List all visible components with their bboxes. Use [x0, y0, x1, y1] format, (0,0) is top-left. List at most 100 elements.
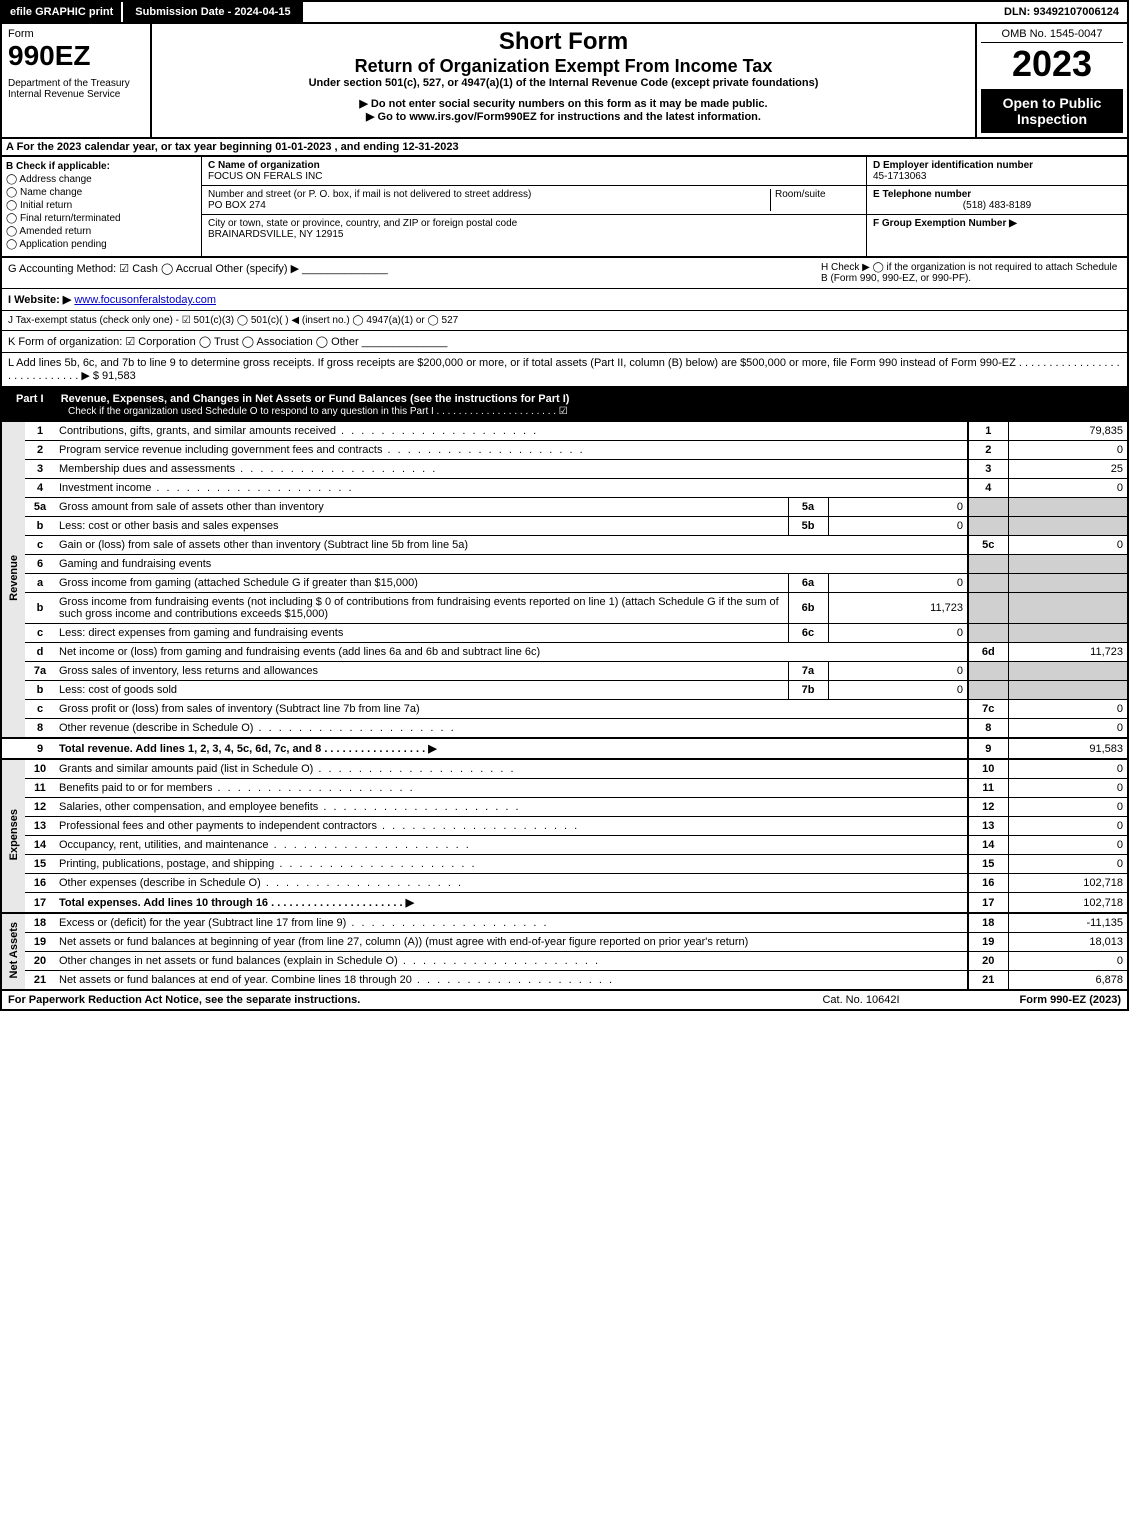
- line-6: 6 Gaming and fundraising events: [1, 555, 1128, 574]
- l3-lbl: 3: [968, 460, 1008, 479]
- website-link[interactable]: www.focusonferalstoday.com: [74, 294, 216, 306]
- l16-desc: Other expenses (describe in Schedule O): [59, 877, 463, 889]
- part1-label: Part I: [8, 393, 52, 405]
- l5a-shade: [968, 498, 1008, 517]
- l6c-sval: 0: [828, 624, 968, 643]
- footer-catno: Cat. No. 10642I: [822, 994, 899, 1006]
- line-6c: c Less: direct expenses from gaming and …: [1, 624, 1128, 643]
- ein-label: D Employer identification number: [873, 160, 1033, 171]
- l5c-num: c: [25, 536, 55, 555]
- form-number: 990EZ: [8, 40, 144, 72]
- l6d-num: d: [25, 643, 55, 662]
- cb-name-change[interactable]: Name change: [6, 187, 197, 198]
- l6a-slbl: 6a: [788, 574, 828, 593]
- open-public-badge: Open to Public Inspection: [981, 89, 1123, 133]
- l18-desc: Excess or (deficit) for the year (Subtra…: [59, 917, 549, 929]
- cb-initial-return[interactable]: Initial return: [6, 200, 197, 211]
- l10-num: 10: [25, 759, 55, 779]
- line-5b: b Less: cost or other basis and sales ex…: [1, 517, 1128, 536]
- cb-final-return[interactable]: Final return/terminated: [6, 213, 197, 224]
- l14-desc: Occupancy, rent, utilities, and maintena…: [59, 839, 471, 851]
- l9-num: 9: [25, 738, 55, 759]
- l3-val: 25: [1008, 460, 1128, 479]
- l6b-sval: 11,723: [828, 593, 968, 624]
- l17-desc: Total expenses. Add lines 10 through 16 …: [59, 897, 414, 909]
- city-value: BRAINARDSVILLE, NY 12915: [208, 229, 343, 240]
- part1-header: Part I Revenue, Expenses, and Changes in…: [0, 388, 1129, 422]
- l17-num: 17: [25, 893, 55, 914]
- l4-num: 4: [25, 479, 55, 498]
- header-center: Short Form Return of Organization Exempt…: [152, 24, 977, 137]
- efile-print-button[interactable]: efile GRAPHIC print: [2, 2, 123, 22]
- l19-desc: Net assets or fund balances at beginning…: [55, 933, 968, 952]
- irs-label: Internal Revenue Service: [8, 89, 144, 100]
- l8-desc: Other revenue (describe in Schedule O): [59, 722, 456, 734]
- l6d-val: 11,723: [1008, 643, 1128, 662]
- under-section: Under section 501(c), 527, or 4947(a)(1)…: [156, 77, 971, 89]
- website-label: I Website: ▶: [8, 294, 71, 306]
- line-8: 8 Other revenue (describe in Schedule O)…: [1, 719, 1128, 739]
- l7a-num: 7a: [25, 662, 55, 681]
- l3-desc: Membership dues and assessments: [59, 463, 437, 475]
- l5a-desc: Gross amount from sale of assets other t…: [55, 498, 788, 517]
- l13-lbl: 13: [968, 817, 1008, 836]
- info-grid: B Check if applicable: Address change Na…: [0, 157, 1129, 258]
- netassets-rotated: Net Assets: [1, 913, 25, 990]
- l21-num: 21: [25, 971, 55, 991]
- l7a-sval: 0: [828, 662, 968, 681]
- l7b-sval: 0: [828, 681, 968, 700]
- group-exemption-label: F Group Exemption Number ▶: [873, 218, 1017, 229]
- part1-check-note: Check if the organization used Schedule …: [8, 406, 568, 417]
- l6b-slbl: 6b: [788, 593, 828, 624]
- l9-val: 91,583: [1008, 738, 1128, 759]
- l16-val: 102,718: [1008, 874, 1128, 893]
- l17-val: 102,718: [1008, 893, 1128, 914]
- line-20: 20 Other changes in net assets or fund b…: [1, 952, 1128, 971]
- l5c-val: 0: [1008, 536, 1128, 555]
- l15-desc: Printing, publications, postage, and shi…: [59, 858, 477, 870]
- l21-desc: Net assets or fund balances at end of ye…: [59, 974, 614, 986]
- org-name-box: C Name of organization FOCUS ON FERALS I…: [202, 157, 866, 186]
- city-label: City or town, state or province, country…: [208, 218, 517, 229]
- info-right: D Employer identification number 45-1713…: [867, 157, 1127, 256]
- l21-val: 6,878: [1008, 971, 1128, 991]
- l8-val: 0: [1008, 719, 1128, 739]
- line-11: 11 Benefits paid to or for members 11 0: [1, 779, 1128, 798]
- cb-amended-return[interactable]: Amended return: [6, 226, 197, 237]
- l6a-desc: Gross income from gaming (attached Sched…: [55, 574, 788, 593]
- line-12: 12 Salaries, other compensation, and emp…: [1, 798, 1128, 817]
- section-a: A For the 2023 calendar year, or tax yea…: [0, 137, 1129, 157]
- section-j: J Tax-exempt status (check only one) - ☑…: [0, 311, 1129, 331]
- l12-val: 0: [1008, 798, 1128, 817]
- l16-lbl: 16: [968, 874, 1008, 893]
- row-g-h: G Accounting Method: ☑ Cash ◯ Accrual Ot…: [0, 258, 1129, 289]
- lines-table: Revenue 1 Contributions, gifts, grants, …: [0, 422, 1129, 991]
- form-word: Form: [8, 28, 144, 40]
- l11-lbl: 11: [968, 779, 1008, 798]
- l19-lbl: 19: [968, 933, 1008, 952]
- footer-formref: Form 990-EZ (2023): [1020, 994, 1121, 1006]
- org-name: FOCUS ON FERALS INC: [208, 171, 322, 182]
- line-7c: c Gross profit or (loss) from sales of i…: [1, 700, 1128, 719]
- line-6d: d Net income or (loss) from gaming and f…: [1, 643, 1128, 662]
- l7b-desc: Less: cost of goods sold: [55, 681, 788, 700]
- line-5c: c Gain or (loss) from sale of assets oth…: [1, 536, 1128, 555]
- l2-num: 2: [25, 441, 55, 460]
- cb-application-pending[interactable]: Application pending: [6, 239, 197, 250]
- l2-lbl: 2: [968, 441, 1008, 460]
- l12-desc: Salaries, other compensation, and employ…: [59, 801, 521, 813]
- form-header: Form 990EZ Department of the Treasury In…: [0, 24, 1129, 137]
- header-right: OMB No. 1545-0047 2023 Open to Public In…: [977, 24, 1127, 137]
- line-9: 9 Total revenue. Add lines 1, 2, 3, 4, 5…: [1, 738, 1128, 759]
- return-title: Return of Organization Exempt From Incom…: [156, 56, 971, 77]
- l21-lbl: 21: [968, 971, 1008, 991]
- l5c-desc: Gain or (loss) from sale of assets other…: [55, 536, 968, 555]
- l10-lbl: 10: [968, 759, 1008, 779]
- l1-val: 79,835: [1008, 422, 1128, 441]
- dept-treasury: Department of the Treasury: [8, 78, 144, 89]
- goto-link[interactable]: ▶ Go to www.irs.gov/Form990EZ for instru…: [156, 110, 971, 123]
- l6d-lbl: 6d: [968, 643, 1008, 662]
- cb-address-change[interactable]: Address change: [6, 174, 197, 185]
- section-l: L Add lines 5b, 6c, and 7b to line 9 to …: [0, 353, 1129, 388]
- l4-desc: Investment income: [59, 482, 354, 494]
